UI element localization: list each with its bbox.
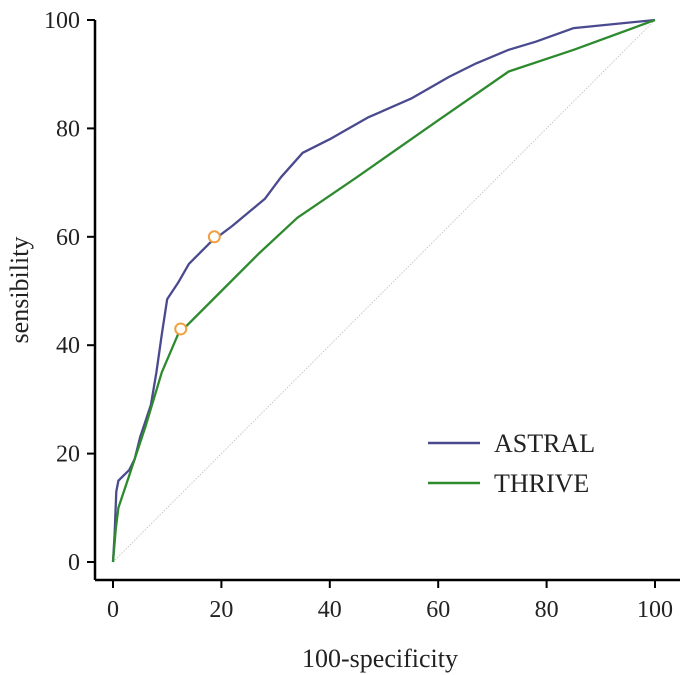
x-tick-label: 40 <box>318 597 342 623</box>
x-ticks: 0 20 40 60 80 100 <box>107 580 673 623</box>
legend-label-thrive: THRIVE <box>494 469 589 498</box>
y-tick-label: 80 <box>56 116 80 142</box>
y-axis-label: sensibility <box>5 237 34 344</box>
x-tick-label: 100 <box>637 597 673 623</box>
y-tick-label: 20 <box>56 442 80 468</box>
y-tick-label: 100 <box>44 8 80 34</box>
series-line-thrive <box>111 18 656 563</box>
legend-label-astral: ASTRAL <box>494 429 595 458</box>
series-line-astral <box>111 18 656 563</box>
legend: ASTRAL THRIVE <box>428 429 595 498</box>
cutoff-point-astral <box>207 230 221 244</box>
cutoff-point-thrive <box>174 322 188 336</box>
y-tick-label: 60 <box>56 225 80 251</box>
x-tick-label: 60 <box>426 597 450 623</box>
y-ticks: 0 20 40 60 80 100 <box>44 8 95 576</box>
y-tick-label: 0 <box>68 550 80 576</box>
y-tick-label: 40 <box>56 333 80 359</box>
x-tick-label: 80 <box>535 597 559 623</box>
plot-area <box>111 18 656 563</box>
x-tick-label: 0 <box>107 597 119 623</box>
x-axis-label: 100-specificity <box>302 644 458 673</box>
x-tick-label: 20 <box>209 597 233 623</box>
